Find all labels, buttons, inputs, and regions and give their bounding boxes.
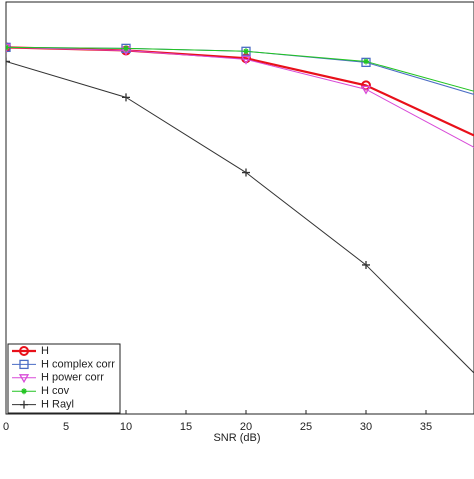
- x-tick-label: 5: [63, 421, 69, 433]
- marker: [242, 168, 250, 177]
- legend-label: H Rayl: [41, 399, 74, 411]
- legend-marker: [20, 400, 28, 409]
- marker: [360, 85, 372, 95]
- x-tick-label: 20: [240, 421, 252, 433]
- x-tick-label: 30: [360, 421, 372, 433]
- legend-label: H cov: [41, 385, 70, 397]
- legend-marker: [18, 374, 30, 384]
- legend-box: [7, 343, 121, 414]
- x-tick-label: 25: [300, 421, 312, 433]
- x-axis-label: SNR (dB): [213, 432, 260, 444]
- marker: [363, 58, 369, 65]
- marker: [6, 57, 10, 66]
- legend-label: H complex corr: [41, 358, 115, 370]
- x-tick-label: 10: [120, 421, 132, 433]
- x-tick-label: 15: [180, 421, 192, 433]
- marker: [243, 48, 249, 55]
- series-line: [6, 46, 474, 148]
- marker: [122, 93, 130, 102]
- x-tick-label: 35: [420, 421, 432, 433]
- marker: [240, 55, 252, 65]
- marker: [362, 260, 370, 269]
- x-tick-label: 0: [3, 421, 9, 433]
- legend-marker: [19, 346, 29, 356]
- legend-marker: [19, 359, 29, 370]
- marker: [123, 45, 129, 52]
- legend-label: H power corr: [41, 372, 104, 384]
- legend-label: H: [41, 345, 49, 357]
- legend-marker: [21, 388, 27, 395]
- plot-area: [6, 42, 474, 374]
